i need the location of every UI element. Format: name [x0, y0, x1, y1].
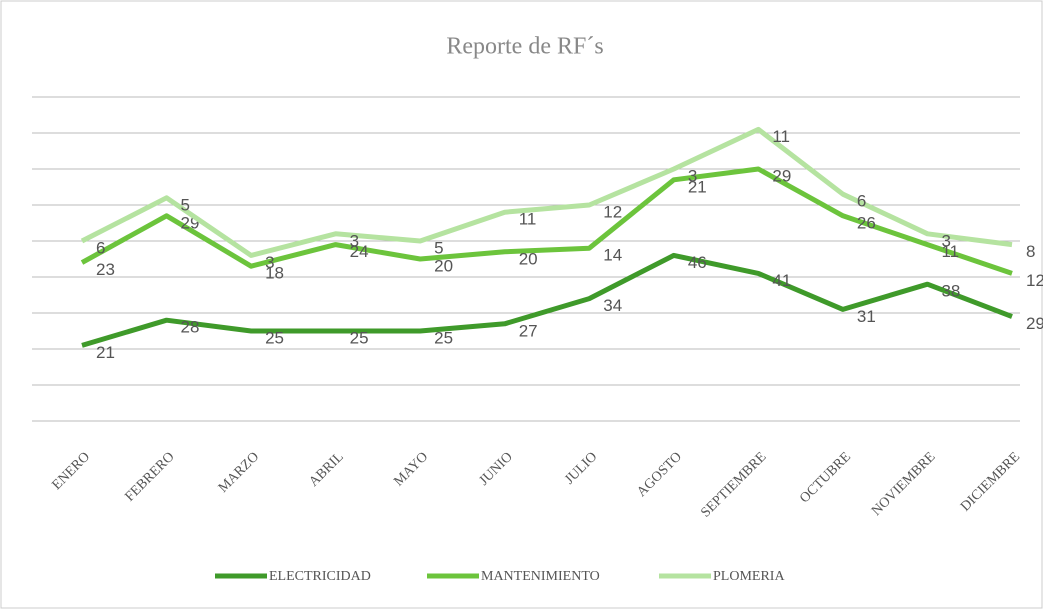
data-label: 21: [688, 177, 707, 196]
legend-label: PLOMERIA: [713, 569, 785, 584]
chart-title: Reporte de RF´s: [446, 34, 603, 60]
data-label: 38: [941, 282, 960, 301]
series-line: [81, 252, 1013, 348]
data-label: 26: [857, 213, 876, 232]
data-label: 27: [519, 321, 538, 340]
series-line: [80, 166, 1013, 276]
data-label: 11: [772, 127, 790, 146]
data-label: 12: [603, 202, 622, 221]
data-label: 46: [688, 253, 707, 272]
data-label: 3: [350, 231, 359, 250]
series-line: [80, 126, 1013, 258]
data-label: 24: [350, 242, 369, 261]
data-label: 11: [941, 242, 959, 261]
data-label: 29: [1026, 314, 1043, 333]
data-label: 28: [181, 318, 200, 337]
legend-label: MANTENIMIENTO: [481, 569, 600, 584]
data-label: 6: [96, 238, 105, 257]
data-label: 20: [519, 249, 538, 268]
legend-label: ELECTRICIDAD: [269, 569, 371, 584]
data-label: 23: [96, 260, 115, 279]
data-label: 14: [603, 246, 622, 265]
data-label: 21: [96, 343, 115, 362]
data-label: 34: [603, 296, 622, 315]
data-label: 3: [688, 166, 697, 185]
data-label: 20: [434, 256, 453, 275]
data-label: 6: [857, 192, 866, 211]
data-label: 18: [265, 264, 284, 283]
data-label: 41: [772, 271, 791, 290]
data-label: 5: [434, 238, 443, 257]
data-label: 25: [350, 328, 369, 347]
data-label: 25: [434, 328, 453, 347]
data-label: 11: [519, 210, 537, 229]
data-label: 29: [772, 166, 791, 185]
data-label: 12: [1026, 271, 1043, 290]
data-label: 31: [857, 307, 876, 326]
data-label: 25: [265, 328, 284, 347]
data-label: 8: [1026, 242, 1035, 261]
data-label: 5: [181, 195, 190, 214]
data-label: 3: [265, 253, 274, 272]
data-label: 3: [941, 231, 950, 250]
